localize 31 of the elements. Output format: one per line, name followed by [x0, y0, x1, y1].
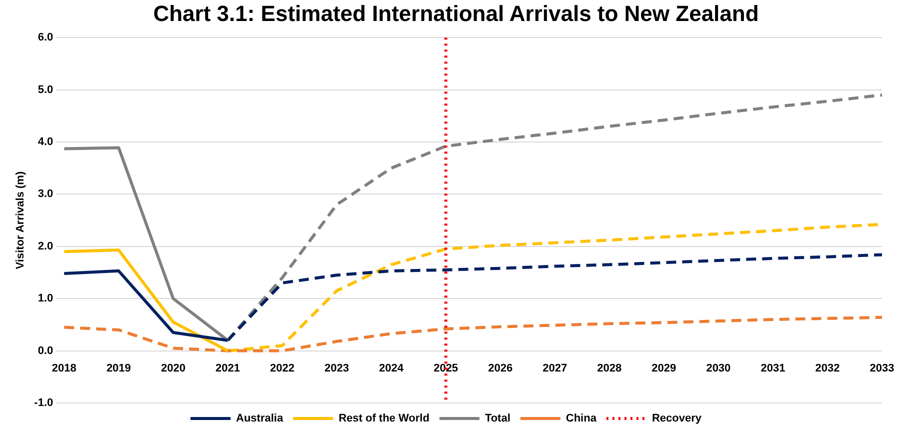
x-tick-label: 2018 [52, 362, 76, 374]
x-tick-label: 2032 [815, 362, 840, 374]
legend-label: China [566, 412, 598, 425]
x-tick-label: 2020 [160, 362, 186, 374]
y-axis-title: Visitor Arrivals (m) [14, 171, 27, 270]
x-tick-label: 2023 [324, 362, 350, 374]
y-tick-label: 1.0 [38, 292, 54, 305]
x-tick-label: 2019 [106, 362, 131, 374]
y-tick-label: 6.0 [38, 32, 54, 44]
x-tick-label: 2021 [215, 362, 240, 374]
legend-label: Total [484, 412, 510, 425]
x-tick-label: 2028 [597, 362, 622, 374]
chart-title: Chart 3.1: Estimated International Arrivals to New Zealand [152, 0, 760, 28]
y-tick-label: -1.0 [34, 397, 54, 410]
legend-label: Australia [236, 412, 284, 425]
y-tick-label: 5.0 [38, 84, 54, 96]
x-tick-label: 2033 [870, 362, 894, 374]
y-tick-label: 2.0 [38, 240, 54, 252]
legend-label: Recovery [652, 412, 702, 425]
x-tick-label: 2029 [652, 362, 676, 374]
x-tick-label: 2025 [434, 362, 458, 374]
y-tick-label: 3.0 [38, 188, 54, 200]
x-tick-label: 2027 [542, 362, 568, 374]
x-tick-label: 2022 [270, 362, 294, 374]
legend-label: Rest of the World [338, 412, 430, 425]
x-tick-label: 2026 [488, 362, 513, 374]
x-tick-label: 2024 [379, 362, 404, 374]
x-tick-label: 2031 [760, 362, 786, 374]
x-tick-label: 2030 [706, 362, 731, 374]
y-tick-label: 4.0 [38, 136, 54, 148]
y-tick-label: 0.0 [38, 344, 54, 357]
